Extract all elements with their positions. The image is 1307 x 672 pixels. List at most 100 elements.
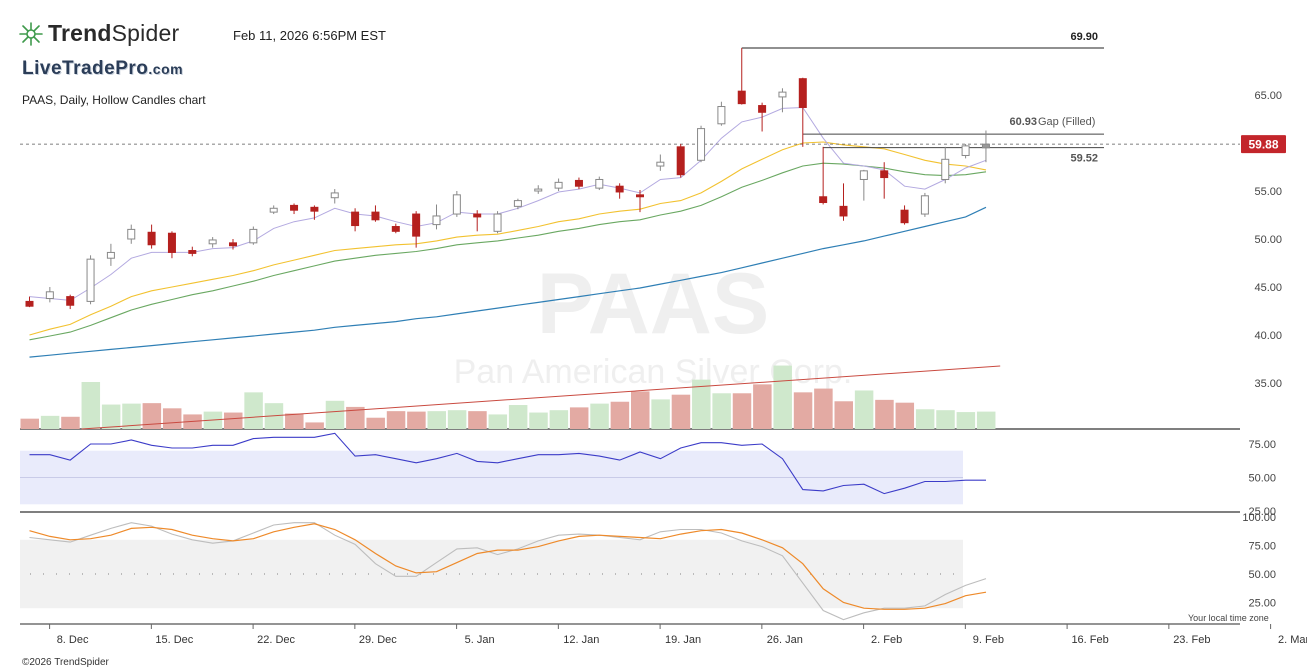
candle-body [45, 291, 54, 300]
volume-bar [508, 405, 528, 429]
price-axis-tick-label: 35.00 [1254, 378, 1282, 390]
volume-bar [101, 404, 121, 429]
ema-slow-line [29, 162, 987, 341]
candle-body [391, 226, 400, 232]
candle-body [86, 258, 95, 302]
candle-body [269, 207, 278, 213]
x-axis-tick-label: 19. Jan [665, 634, 701, 646]
candle-body [859, 170, 868, 180]
volume-bar [854, 390, 874, 429]
volume-bar [814, 388, 833, 429]
volume-bar [162, 408, 182, 429]
volume-trendline [81, 365, 1001, 430]
rsi-axis-tick-label: 50.00 [1248, 473, 1276, 485]
candle-body [839, 205, 848, 217]
stoch-axis-tick-label: 50.00 [1248, 569, 1276, 581]
volume-bar [142, 403, 162, 429]
candle-body [656, 161, 665, 167]
candle-body [167, 232, 176, 253]
candle-body [941, 158, 950, 180]
volume-bar [285, 413, 304, 429]
candle-body [615, 185, 624, 193]
volume-bar [671, 394, 691, 429]
candle-body [310, 206, 319, 212]
level-label-high: 69.90 [1070, 31, 1098, 43]
gap-label-note: Gap (Filled) [1038, 116, 1095, 128]
candle-body [351, 211, 360, 227]
candle-body [758, 105, 767, 113]
volume-bar [834, 401, 853, 429]
candle-body [961, 145, 970, 156]
volume-bar [773, 365, 792, 429]
timezone-note: Your local time zone [1188, 613, 1269, 623]
volume-bar [976, 411, 996, 429]
watermark-company: Pan American Silver Corp. [454, 353, 853, 391]
volume-bar [610, 401, 630, 429]
volume-bar [732, 393, 752, 429]
watermark-ticker: PAAS [537, 256, 770, 352]
candle-body [778, 91, 787, 98]
x-axis-tick-label: 9. Feb [973, 634, 1004, 646]
x-axis-tick-label: 16. Feb [1071, 634, 1108, 646]
volume-bar [122, 403, 141, 429]
volume-bar [488, 414, 508, 429]
volume-bar [386, 411, 406, 429]
gap-label-value: 60.93 [1009, 116, 1037, 128]
candle-body [717, 106, 726, 125]
price-axis-tick-label: 45.00 [1254, 282, 1282, 294]
price-axis-tick-label: 50.00 [1254, 234, 1282, 246]
price-axis-tick-label: 55.00 [1254, 186, 1282, 198]
volume-bar [224, 412, 243, 429]
chart-description: PAAS, Daily, Hollow Candles chart [22, 93, 206, 107]
volume-bar [407, 411, 426, 429]
volume-bar [549, 410, 569, 429]
rsi-line [29, 432, 986, 495]
spider-icon [19, 21, 43, 46]
stoch-d-line [29, 522, 987, 621]
candle-body [534, 188, 543, 192]
candle-body [981, 143, 990, 149]
stoch-axis-tick-label: 75.00 [1248, 541, 1276, 553]
x-axis-tick-label: 5. Jan [465, 634, 495, 646]
volume-bar [712, 393, 731, 429]
volume-bar [875, 399, 894, 429]
stoch-k-line [29, 523, 987, 610]
price-axis-tick-label: 65.00 [1254, 90, 1282, 102]
volume-bar [590, 403, 609, 429]
volume-bar [753, 384, 772, 429]
volume-bar [692, 379, 711, 429]
candle-body [330, 192, 339, 199]
last-price-tag-label: 59.88 [1248, 138, 1278, 152]
volume-bar [366, 417, 385, 429]
candle-body [229, 242, 237, 247]
volume-bar [81, 382, 101, 429]
partner-logo: LiveTradePro.com [22, 58, 183, 80]
volume-bar [447, 410, 467, 429]
candle-body [208, 239, 217, 245]
x-axis-tick-label: 23. Feb [1173, 634, 1210, 646]
candle-body [574, 179, 583, 187]
volume-bar [346, 406, 365, 429]
trendspider-logo: TrendSpider [18, 20, 179, 47]
candle-body [412, 213, 421, 237]
candle-body [473, 213, 482, 218]
x-axis-tick-label: 15. Dec [155, 634, 193, 646]
candle-body [697, 128, 706, 161]
rsi-axis-tick-label: 75.00 [1248, 439, 1276, 451]
volume-bar [956, 412, 976, 429]
x-axis-tick-label: 2. Feb [871, 634, 902, 646]
volume-bar [529, 412, 548, 429]
candle-body [249, 228, 258, 244]
volume-bar [244, 392, 263, 429]
candle-body [147, 231, 156, 246]
candle-body [106, 251, 115, 259]
volume-bar [895, 402, 915, 429]
candle-body [188, 250, 197, 254]
stoch-axis-tick-label: 100.00 [1242, 512, 1276, 524]
last-price-tag [1241, 135, 1286, 154]
candle-body [819, 196, 828, 204]
candle-body [798, 78, 807, 108]
volume-bar [468, 411, 487, 429]
x-axis-tick-label: 2. Mar [1278, 634, 1307, 646]
